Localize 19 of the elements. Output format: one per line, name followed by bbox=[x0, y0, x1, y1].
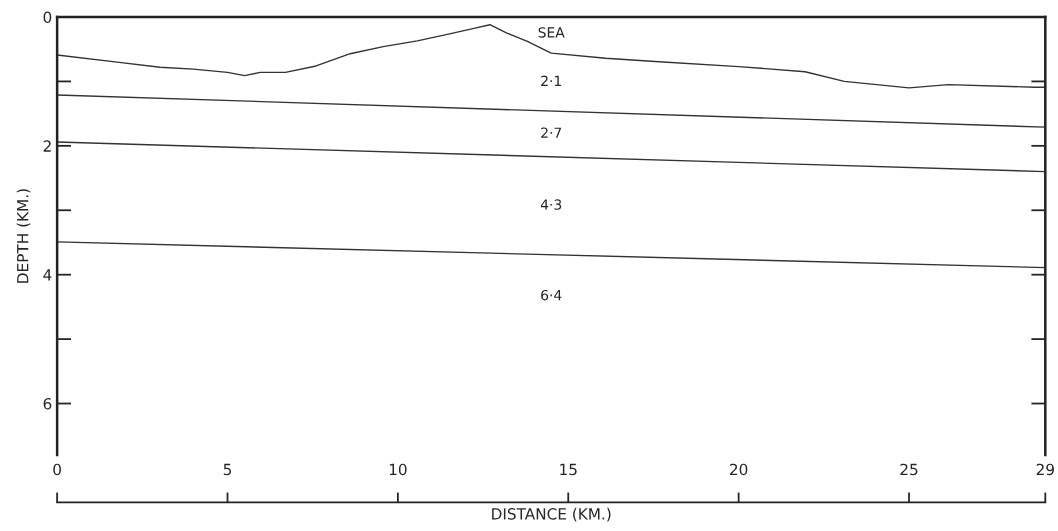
line-series bbox=[57, 24, 1046, 89]
annotation: 2·7 bbox=[541, 127, 562, 138]
y-tick-label: 4 bbox=[43, 269, 52, 281]
x-tick-label: 25 bbox=[900, 463, 918, 476]
annotation: SEA bbox=[538, 27, 565, 38]
y-tick-label: 2 bbox=[43, 140, 51, 152]
x-tick-label: 5 bbox=[223, 463, 232, 476]
x-tick-label: 0 bbox=[53, 463, 61, 476]
annotation: 2·1 bbox=[541, 75, 561, 86]
x-tick-label: 20 bbox=[730, 463, 748, 476]
x-axis-title: DISTANCE (KM.) bbox=[492, 507, 611, 522]
x-tick-label: 10 bbox=[389, 463, 407, 476]
x-tick-label: 29 bbox=[1036, 463, 1054, 476]
annotation: 6·4 bbox=[541, 289, 562, 301]
y-axis-title: DEPTH (KM.) bbox=[16, 189, 31, 283]
x-tick-label: 15 bbox=[560, 463, 577, 476]
y-tick-label: 0 bbox=[43, 11, 52, 24]
annotation: 4·3 bbox=[540, 199, 562, 210]
y-tick-label: 6 bbox=[43, 397, 52, 410]
